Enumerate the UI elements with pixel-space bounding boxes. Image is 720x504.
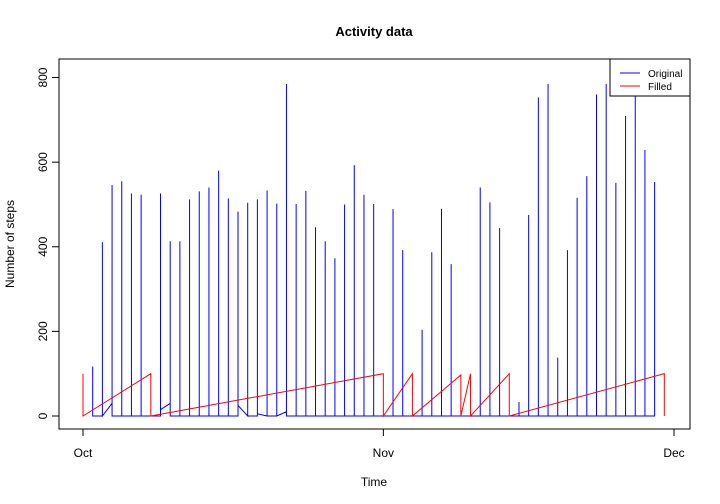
legend-label-original: Original	[648, 69, 682, 80]
y-tick-label: 400	[36, 236, 50, 256]
x-tick-label: Nov	[373, 446, 394, 460]
y-tick-label: 0	[36, 412, 50, 419]
legend: Original Filled	[609, 58, 691, 97]
y-axis-label: Number of steps	[3, 200, 17, 288]
x-axis-label: Time	[361, 475, 388, 489]
y-tick-label: 200	[36, 321, 50, 341]
legend-label-filled: Filled	[648, 82, 672, 93]
x-axis: Oct Nov Dec	[74, 428, 685, 460]
y-axis: 0 200 400 600 800	[36, 67, 60, 419]
series-layer	[82, 83, 665, 418]
series-line-original	[92, 83, 656, 418]
chart-title: Activity data	[335, 24, 413, 39]
series-line-filled	[82, 372, 665, 418]
legend-box	[609, 58, 691, 97]
y-tick-label: 600	[36, 152, 50, 172]
x-tick-label: Oct	[74, 446, 93, 460]
plot-area	[82, 83, 665, 418]
y-tick-label: 800	[36, 67, 50, 87]
x-tick-label: Dec	[663, 446, 684, 460]
